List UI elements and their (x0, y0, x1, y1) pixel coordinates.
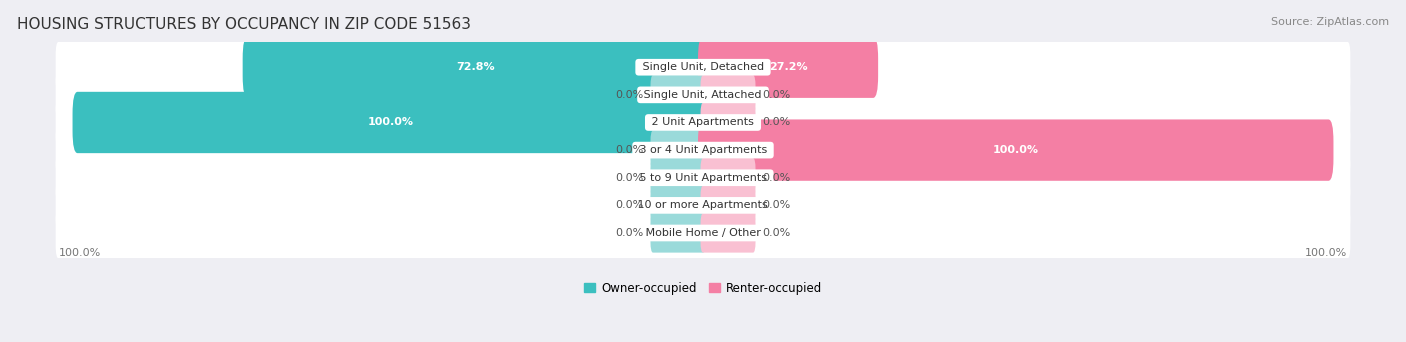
Text: 100.0%: 100.0% (993, 145, 1039, 155)
Text: Mobile Home / Other: Mobile Home / Other (641, 228, 765, 238)
Text: 0.0%: 0.0% (616, 145, 644, 155)
Text: 10 or more Apartments: 10 or more Apartments (634, 200, 772, 210)
FancyBboxPatch shape (56, 69, 1350, 120)
FancyBboxPatch shape (56, 124, 1350, 176)
Text: Single Unit, Attached: Single Unit, Attached (641, 90, 765, 100)
Text: 100.0%: 100.0% (367, 118, 413, 128)
FancyBboxPatch shape (56, 180, 1350, 231)
FancyBboxPatch shape (651, 213, 706, 253)
FancyBboxPatch shape (651, 131, 706, 170)
Text: 3 or 4 Unit Apartments: 3 or 4 Unit Apartments (636, 145, 770, 155)
FancyBboxPatch shape (700, 213, 755, 253)
Text: Source: ZipAtlas.com: Source: ZipAtlas.com (1271, 17, 1389, 27)
Text: 0.0%: 0.0% (616, 90, 644, 100)
Text: 0.0%: 0.0% (762, 90, 790, 100)
FancyBboxPatch shape (243, 37, 709, 98)
Text: 100.0%: 100.0% (59, 248, 101, 258)
Text: 0.0%: 0.0% (762, 173, 790, 183)
FancyBboxPatch shape (56, 207, 1350, 259)
Text: 2 Unit Apartments: 2 Unit Apartments (648, 118, 758, 128)
FancyBboxPatch shape (56, 41, 1350, 93)
Text: 72.8%: 72.8% (456, 62, 495, 72)
FancyBboxPatch shape (700, 186, 755, 225)
FancyBboxPatch shape (651, 158, 706, 197)
FancyBboxPatch shape (56, 152, 1350, 203)
Legend: Owner-occupied, Renter-occupied: Owner-occupied, Renter-occupied (579, 277, 827, 299)
Text: 100.0%: 100.0% (1305, 248, 1347, 258)
FancyBboxPatch shape (700, 75, 755, 115)
FancyBboxPatch shape (651, 75, 706, 115)
Text: 0.0%: 0.0% (762, 200, 790, 210)
Text: 0.0%: 0.0% (762, 118, 790, 128)
FancyBboxPatch shape (697, 37, 879, 98)
FancyBboxPatch shape (651, 186, 706, 225)
Text: 0.0%: 0.0% (762, 228, 790, 238)
Text: 0.0%: 0.0% (616, 228, 644, 238)
Text: 5 to 9 Unit Apartments: 5 to 9 Unit Apartments (636, 173, 770, 183)
Text: 27.2%: 27.2% (769, 62, 807, 72)
FancyBboxPatch shape (700, 158, 755, 197)
Text: Single Unit, Detached: Single Unit, Detached (638, 62, 768, 72)
Text: HOUSING STRUCTURES BY OCCUPANCY IN ZIP CODE 51563: HOUSING STRUCTURES BY OCCUPANCY IN ZIP C… (17, 17, 471, 32)
FancyBboxPatch shape (697, 119, 1333, 181)
FancyBboxPatch shape (73, 92, 709, 153)
FancyBboxPatch shape (700, 103, 755, 142)
FancyBboxPatch shape (56, 97, 1350, 148)
Text: 0.0%: 0.0% (616, 173, 644, 183)
Text: 0.0%: 0.0% (616, 200, 644, 210)
